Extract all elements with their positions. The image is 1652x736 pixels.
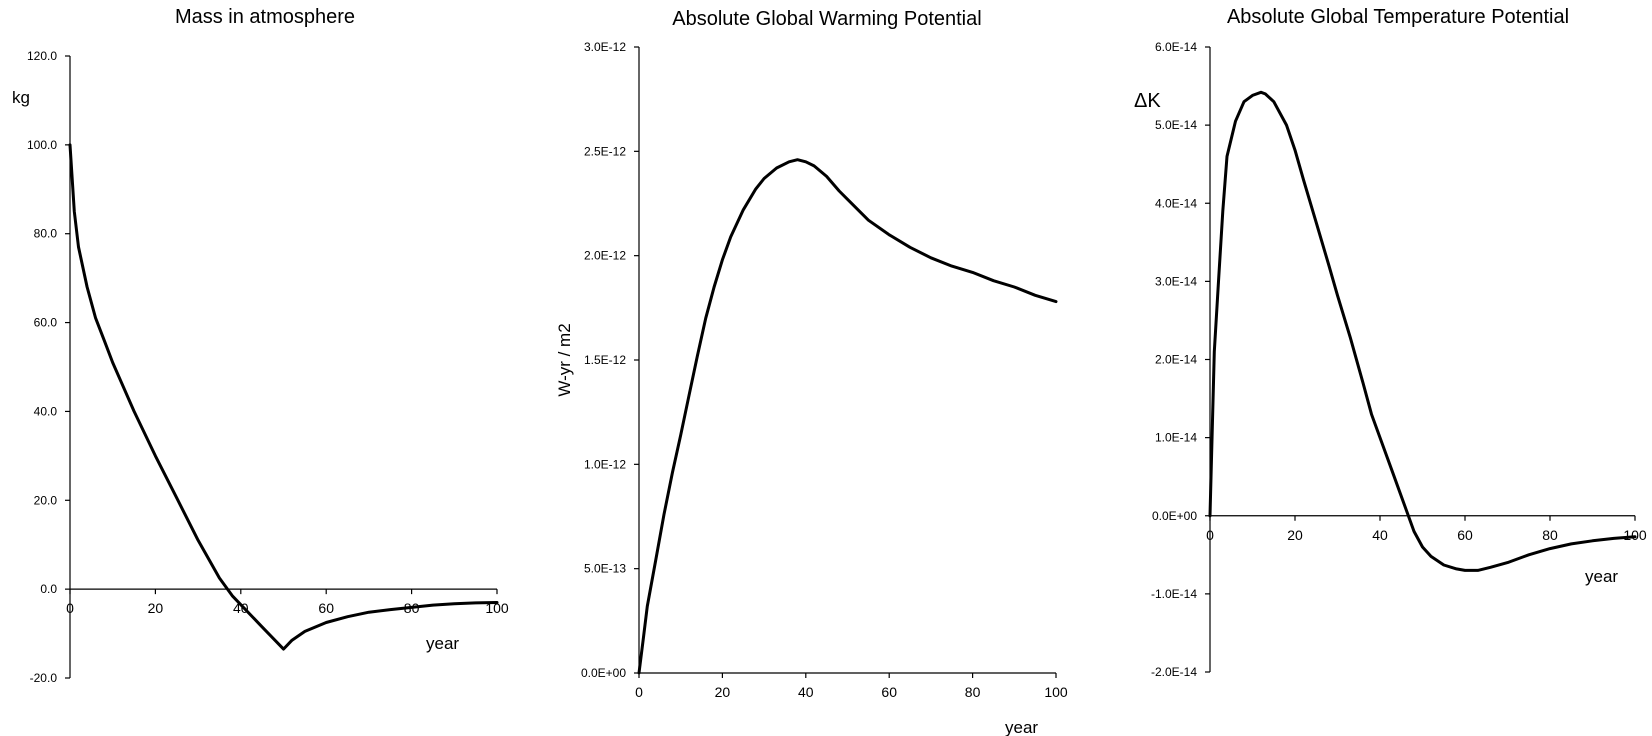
- y-tick-label: 2.0E-12: [584, 249, 626, 263]
- x-tick-label: 20: [148, 600, 164, 616]
- x-tick-label: 0: [635, 684, 643, 700]
- y-tick-label: 6.0E-14: [1155, 40, 1197, 54]
- y-tick-label: 120.0: [27, 49, 57, 63]
- x-tick-label: 100: [1044, 684, 1068, 700]
- chart-1-title: Mass in atmosphere: [175, 6, 355, 28]
- x-tick-label: 40: [798, 684, 814, 700]
- chart-3-ylabel: ΔK: [1134, 90, 1161, 112]
- y-tick-label: 20.0: [34, 493, 58, 507]
- chart-1-y-ticks: -20.0 0.0 20.0 40.0 60.0 80.0 100.0 120.0: [27, 49, 70, 685]
- y-tick-label: 0.0: [40, 582, 57, 596]
- x-tick-label: 40: [1372, 527, 1388, 543]
- x-tick-label: 60: [318, 600, 334, 616]
- y-tick-label: -20.0: [30, 671, 58, 685]
- x-tick-label: 100: [1623, 527, 1647, 543]
- y-tick-label: 1.5E-12: [584, 353, 626, 367]
- y-tick-label: -1.0E-14: [1151, 587, 1197, 601]
- x-tick-label: 20: [1287, 527, 1303, 543]
- y-tick-label: 3.0E-14: [1155, 274, 1197, 288]
- chart-3-series-line: [1208, 90, 1637, 572]
- y-tick-label: 3.0E-12: [584, 40, 626, 54]
- x-tick-label: 80: [1542, 527, 1558, 543]
- y-tick-label: 1.0E-14: [1155, 431, 1197, 445]
- chart-3-title: Absolute Global Temperature Potential: [1227, 6, 1569, 28]
- chart-2-series-line: [637, 158, 1058, 675]
- y-tick-label: 5.0E-13: [584, 562, 626, 576]
- chart-agwp: Absolute Global Warming Potential W-yr /…: [555, 8, 1068, 736]
- x-tick-label: 60: [1457, 527, 1473, 543]
- chart-agtp: Absolute Global Temperature Potential ΔK…: [1134, 6, 1647, 679]
- chart-3-xlabel: year: [1585, 567, 1618, 586]
- y-tick-label: -2.0E-14: [1151, 665, 1197, 679]
- x-tick-label: 20: [715, 684, 731, 700]
- x-tick-label: 80: [965, 684, 981, 700]
- y-tick-label: 40.0: [34, 404, 58, 418]
- chart-1-series-line: [68, 143, 499, 651]
- chart-2-title: Absolute Global Warming Potential: [672, 8, 981, 30]
- x-tick-label: 60: [881, 684, 897, 700]
- y-tick-label: 2.0E-14: [1155, 353, 1197, 367]
- chart-3-x-ticks: 0 20 40 60 80 100: [1206, 515, 1647, 543]
- y-tick-label: 5.0E-14: [1155, 118, 1197, 132]
- chart-3-y-ticks: -2.0E-14 -1.0E-14 0.0E+00 1.0E-14 2.0E-14 3.0…: [1151, 40, 1210, 679]
- y-tick-label: 0.0E+00: [1152, 509, 1197, 523]
- y-tick-label: 2.5E-12: [584, 144, 626, 158]
- chart-1-xlabel: year: [426, 634, 459, 653]
- y-tick-label: 4.0E-14: [1155, 196, 1197, 210]
- chart-1-ylabel: kg: [12, 88, 30, 107]
- y-tick-label: 0.0E+00: [581, 666, 626, 680]
- x-tick-label: 100: [485, 600, 509, 616]
- x-tick-label: 40: [233, 600, 249, 616]
- chart-mass: Mass in atmosphere kg year -20.0 0.0 20.0 4…: [12, 6, 509, 685]
- y-tick-label: 60.0: [34, 316, 58, 330]
- chart-2-xlabel: year: [1005, 718, 1038, 736]
- y-tick-label: 100.0: [27, 138, 57, 152]
- y-tick-label: 80.0: [34, 227, 58, 241]
- y-tick-label: 1.0E-12: [584, 457, 626, 471]
- chart-2-ylabel: W-yr / m2: [555, 323, 574, 396]
- chart-1-x-ticks: 0 20 40 60 80 100: [66, 589, 509, 616]
- chart-2-x-ticks: 0 20 40 60 80 100: [635, 673, 1068, 700]
- chart-2-y-ticks: 0.0E+00 5.0E-13 1.0E-12 1.5E-12 2.0E-12 2.5E-…: [581, 40, 639, 680]
